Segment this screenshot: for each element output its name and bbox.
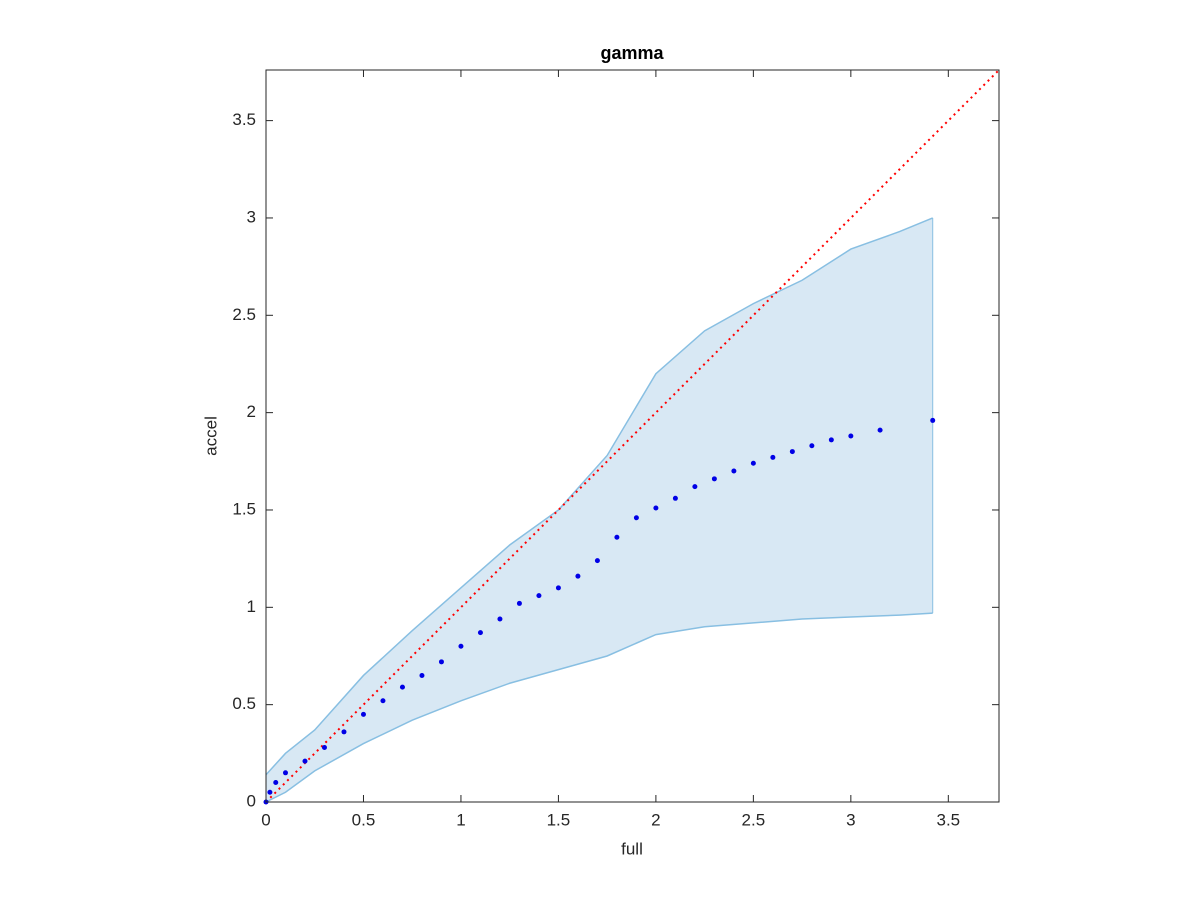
data-point <box>497 616 503 622</box>
data-point <box>477 630 483 636</box>
y-tick-label: 2 <box>247 402 256 421</box>
data-point <box>555 585 561 591</box>
x-tick-label: 0.5 <box>352 810 376 829</box>
data-point <box>321 744 327 750</box>
data-point <box>575 573 581 579</box>
data-point <box>341 729 347 735</box>
y-tick-label: 0 <box>247 791 256 810</box>
data-point <box>789 449 795 455</box>
data-point <box>633 515 639 521</box>
data-point <box>828 437 834 443</box>
chart-title: gamma <box>600 43 664 63</box>
x-tick-label: 2 <box>651 810 660 829</box>
data-point <box>399 684 405 690</box>
axes-box <box>265 69 1000 803</box>
x-tick-label: 2.5 <box>742 810 766 829</box>
data-point <box>750 460 756 466</box>
band-lower-line <box>265 612 933 803</box>
data-point <box>516 600 522 606</box>
data-point <box>536 593 542 599</box>
data-point <box>419 672 425 678</box>
y-tick-label: 1 <box>247 597 256 616</box>
data-point <box>653 505 659 511</box>
data-point <box>458 643 464 649</box>
data-point <box>930 417 936 423</box>
data-point <box>848 433 854 439</box>
reference-line <box>265 69 1000 803</box>
x-axis-label: full <box>621 839 643 858</box>
data-point <box>438 659 444 665</box>
y-tick-label: 1.5 <box>232 499 256 518</box>
x-tick-label: 1.5 <box>547 810 571 829</box>
data-point <box>731 468 737 474</box>
data-point <box>380 698 386 704</box>
y-tick-label: 3.5 <box>232 110 256 129</box>
confidence-band <box>266 217 933 802</box>
data-point <box>809 443 815 449</box>
y-tick-label: 3 <box>247 207 256 226</box>
data-point <box>273 780 279 786</box>
data-point <box>672 495 678 501</box>
x-tick-label: 3.5 <box>936 810 960 829</box>
y-axis-label: accel <box>201 416 220 456</box>
data-point <box>614 534 620 540</box>
y-tick-label: 0.5 <box>232 694 256 713</box>
data-point <box>302 758 308 764</box>
data-point <box>770 454 776 460</box>
data-point <box>282 770 288 776</box>
data-point <box>692 484 698 490</box>
band-upper-line <box>265 217 934 776</box>
x-tick-label: 1 <box>456 810 465 829</box>
y-tick-label: 2.5 <box>232 305 256 324</box>
data-point <box>594 558 600 564</box>
data-point <box>877 427 883 433</box>
x-tick-label: 0 <box>261 810 270 829</box>
x-tick-label: 3 <box>846 810 855 829</box>
data-point <box>360 711 366 717</box>
data-point <box>711 476 717 482</box>
data-point <box>267 789 273 795</box>
